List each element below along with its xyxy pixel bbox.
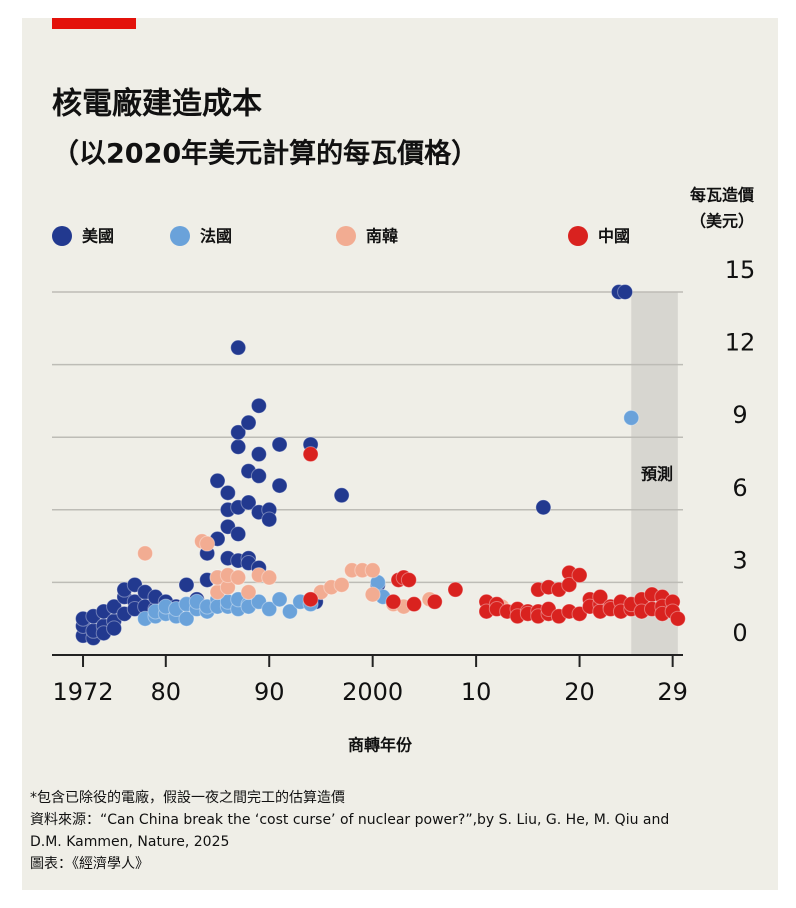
x-tick-label: 90: [254, 678, 285, 706]
point: [271, 477, 288, 494]
point: [385, 593, 402, 610]
point: [571, 567, 588, 584]
legend-marker: [568, 226, 588, 246]
point: [209, 472, 226, 489]
point: [281, 603, 298, 620]
point: [240, 494, 257, 511]
point: [302, 591, 319, 608]
point: [623, 409, 640, 426]
y-tick-label: 12: [725, 329, 756, 357]
y-tick-label: 6: [732, 474, 747, 502]
point: [230, 569, 247, 586]
x-tick-label: 1972: [52, 678, 113, 706]
point: [426, 593, 443, 610]
point: [219, 484, 236, 501]
point: [400, 571, 417, 588]
point: [364, 562, 381, 579]
legend-marker: [336, 226, 356, 246]
point: [137, 545, 154, 562]
chart-subtitle: （以2020年美元計算的每瓦價格）: [52, 138, 478, 170]
point: [178, 576, 195, 593]
note: D.M. Kammen, Nature, 2025: [30, 834, 229, 850]
point: [240, 584, 257, 601]
point: [271, 591, 288, 608]
point: [447, 581, 464, 598]
x-tick-label: 20: [564, 678, 595, 706]
y-axis-title: （美元）: [690, 212, 754, 231]
legend-label: 美國: [82, 227, 114, 246]
point: [230, 526, 247, 542]
point: [302, 446, 319, 463]
forecast-label: 預測: [641, 465, 673, 484]
x-axis-title: 商轉年份: [348, 736, 413, 755]
point: [364, 586, 381, 603]
point: [261, 569, 278, 586]
point: [535, 499, 552, 516]
note: 資料來源：“Can China break the ‘cost curse’ o…: [30, 812, 669, 828]
y-tick-label: 3: [732, 546, 747, 574]
y-axis-title: 每瓦造價: [690, 186, 755, 205]
x-tick-label: 29: [657, 678, 688, 706]
legend-marker: [170, 226, 190, 246]
point: [240, 414, 257, 431]
chart-title: 核電廠建造成本: [52, 87, 262, 122]
y-tick-label: 15: [725, 256, 756, 284]
x-tick-label: 2000: [342, 678, 403, 706]
legend-label: 法國: [200, 227, 232, 246]
point: [230, 424, 247, 441]
point: [271, 436, 288, 453]
legend-label: 中國: [598, 227, 630, 246]
point: [592, 588, 609, 605]
point: [561, 576, 578, 593]
y-tick-label: 0: [732, 619, 747, 647]
point: [261, 511, 278, 528]
y-tick-label: 9: [732, 401, 747, 429]
point: [250, 397, 267, 414]
legend-marker: [52, 226, 72, 246]
point: [406, 596, 423, 613]
point: [617, 284, 634, 300]
point: [106, 620, 123, 637]
point: [669, 610, 686, 627]
point: [250, 446, 267, 463]
x-tick-label: 10: [461, 678, 492, 706]
point: [199, 535, 216, 552]
legend-label: 南韓: [366, 227, 398, 246]
point: [261, 601, 278, 618]
point: [250, 467, 267, 484]
note: 圖表：《經濟學人》: [30, 856, 149, 872]
point: [178, 610, 195, 627]
brand-bar: [52, 18, 136, 29]
point: [230, 339, 247, 356]
x-tick-label: 80: [151, 678, 182, 706]
point: [333, 576, 350, 593]
point: [230, 438, 247, 455]
note: *包含已除役的電廠，假設一夜之間完工的估算造價: [30, 789, 345, 806]
point: [333, 487, 350, 504]
